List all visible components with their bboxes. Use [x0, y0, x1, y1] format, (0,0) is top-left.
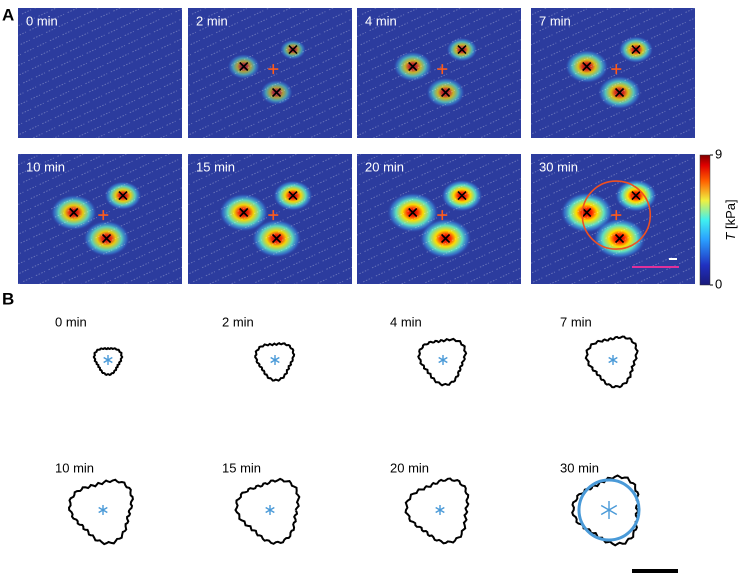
- center-marker: [437, 64, 448, 75]
- vector-field: [357, 154, 521, 284]
- time-label: 4 min: [365, 13, 397, 28]
- vector-field: [531, 8, 695, 138]
- cross-marker: [614, 87, 625, 98]
- heatmap-frame: 2 min: [188, 8, 352, 138]
- cross-marker: [408, 207, 418, 218]
- centroid-marker: [265, 505, 275, 515]
- heatmap-content: [18, 154, 182, 284]
- time-label: 15 min: [222, 460, 261, 475]
- centroid-marker: [600, 501, 618, 519]
- time-label: 10 min: [55, 460, 94, 475]
- cross-marker: [101, 233, 112, 244]
- heatmap-content: [188, 8, 352, 138]
- cell-outline: [92, 347, 124, 377]
- heatmap-frame: 30 min: [531, 154, 695, 284]
- vector-field: [188, 8, 352, 138]
- center-marker: [611, 64, 622, 75]
- colorbar: [699, 154, 711, 286]
- centroid-marker: [270, 355, 280, 365]
- time-label: 2 min: [222, 314, 254, 329]
- time-label: 7 min: [539, 13, 571, 28]
- time-label: 4 min: [390, 314, 422, 329]
- cell-outline: [404, 477, 470, 545]
- heatmap-frame: 10 min: [18, 154, 182, 284]
- time-label: 20 min: [365, 159, 404, 174]
- vector-field: [188, 154, 352, 284]
- panel-label: B: [2, 289, 14, 308]
- heatmap-content: [188, 154, 352, 284]
- cell-outline: [584, 335, 639, 389]
- heatmap-content: [531, 154, 695, 284]
- vector-field: [531, 154, 695, 284]
- cross-marker: [614, 233, 625, 244]
- heatmap-content: [357, 8, 521, 138]
- heatmap-frame: 0 min: [18, 8, 182, 138]
- cross-marker: [582, 61, 592, 72]
- vector-field: [18, 8, 182, 138]
- colorbar-tick-label: 0: [715, 276, 722, 291]
- cross-marker: [239, 61, 249, 72]
- colorbar-symbol: T: [723, 232, 738, 241]
- heatmap-frame: 7 min: [531, 8, 695, 138]
- cross-marker: [271, 87, 282, 98]
- colorbar-tick-label: 9: [715, 146, 722, 161]
- centroid-marker: [608, 355, 618, 365]
- cell-outline: [254, 342, 296, 382]
- cell-outline: [417, 337, 468, 387]
- time-label: 20 min: [390, 460, 429, 475]
- vector-field: [18, 154, 182, 284]
- cell-outline: [67, 478, 134, 546]
- cross-marker: [631, 45, 641, 55]
- heatmap-content: [531, 8, 695, 138]
- cross-marker: [408, 61, 418, 72]
- time-label: 15 min: [196, 159, 235, 174]
- centroid-marker: [438, 355, 448, 365]
- heatmap-frame: 4 min: [357, 8, 521, 138]
- heatmap-frame: 15 min: [188, 154, 352, 284]
- heatmap-content: [357, 154, 521, 284]
- colorbar-unit: [kPa]: [723, 199, 738, 229]
- cross-marker: [288, 191, 298, 201]
- cell-outline: [234, 477, 301, 545]
- time-label: 0 min: [26, 13, 58, 28]
- panel-label: A: [2, 5, 14, 24]
- center-marker: [437, 210, 448, 221]
- heatmap-content: [18, 8, 182, 138]
- time-label: 30 min: [560, 460, 599, 475]
- cross-marker: [582, 207, 592, 218]
- centroid-marker: [98, 505, 108, 515]
- cross-marker: [440, 87, 451, 98]
- fit-circle: [581, 180, 652, 250]
- centroid-marker: [435, 505, 445, 515]
- heatmap-frame: 20 min: [357, 154, 521, 284]
- colorbar-label: T [kPa]: [723, 199, 738, 240]
- cross-marker: [457, 191, 467, 201]
- centroid-marker: [103, 355, 113, 365]
- time-label: 30 min: [539, 159, 578, 174]
- cross-marker: [631, 191, 641, 201]
- cross-marker: [457, 45, 467, 55]
- center-marker: [611, 210, 622, 221]
- cross-marker: [271, 233, 282, 244]
- time-label: 0 min: [55, 314, 87, 329]
- cross-marker: [239, 207, 249, 218]
- time-label: 2 min: [196, 13, 228, 28]
- center-marker: [268, 210, 279, 221]
- cross-marker: [440, 233, 451, 244]
- cross-marker: [118, 191, 128, 201]
- center-marker: [268, 64, 279, 75]
- time-label: 7 min: [560, 314, 592, 329]
- cell-outline: [571, 474, 640, 547]
- cross-marker: [69, 207, 79, 218]
- time-label: 10 min: [26, 159, 65, 174]
- cross-marker: [288, 45, 298, 55]
- vector-field: [357, 8, 521, 138]
- fit-circle: [577, 478, 641, 542]
- center-marker: [98, 210, 109, 221]
